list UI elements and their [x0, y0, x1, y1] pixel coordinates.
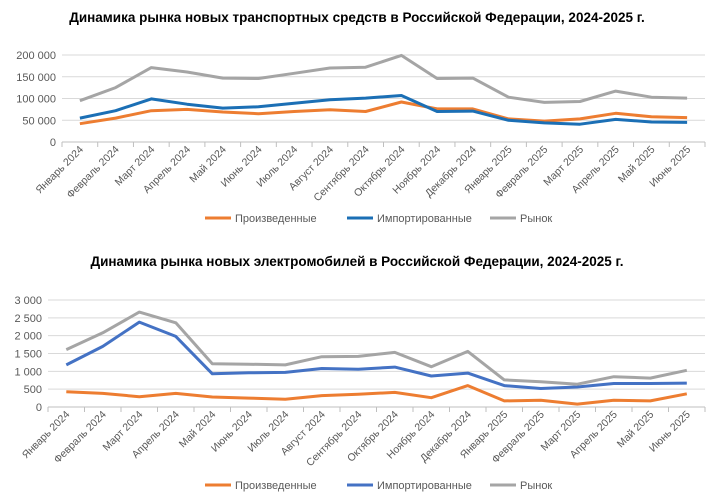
y-tick-label: 0 — [36, 402, 42, 414]
chart-title: Динамика рынка новых транспортных средст… — [69, 10, 645, 25]
chart-svg: Динамика рынка новых транспортных средст… — [0, 0, 715, 248]
legend-label: Рынок — [520, 213, 552, 225]
y-tick-label: 3 000 — [14, 295, 42, 307]
y-tick-label: 0 — [50, 137, 56, 149]
legend-label: Произведенные — [235, 480, 317, 492]
chart-svg: Динамика рынка новых электромобилей в Ро… — [0, 248, 715, 496]
chart-electric-vehicles: Динамика рынка новых электромобилей в Ро… — [0, 248, 715, 496]
series-line-2 — [66, 312, 687, 384]
y-tick-label: 100 000 — [16, 94, 56, 106]
y-tick-label: 500 — [24, 384, 42, 396]
series-line-0 — [66, 386, 687, 405]
y-tick-label: 200 000 — [16, 50, 56, 62]
y-tick-label: 1 500 — [14, 349, 42, 361]
chart-vehicles: Динамика рынка новых транспортных средст… — [0, 0, 715, 248]
y-tick-label: 50 000 — [22, 115, 56, 127]
y-tick-label: 150 000 — [16, 72, 56, 84]
legend-label: Рынок — [520, 480, 552, 492]
chart-title: Динамика рынка новых электромобилей в Ро… — [90, 254, 623, 269]
y-tick-label: 2 000 — [14, 331, 42, 343]
legend-label: Произведенные — [235, 213, 317, 225]
y-tick-label: 1 000 — [14, 366, 42, 378]
legend-label: Импортированные — [377, 480, 472, 492]
y-tick-label: 2 500 — [14, 313, 42, 325]
legend-label: Импортированные — [377, 213, 472, 225]
